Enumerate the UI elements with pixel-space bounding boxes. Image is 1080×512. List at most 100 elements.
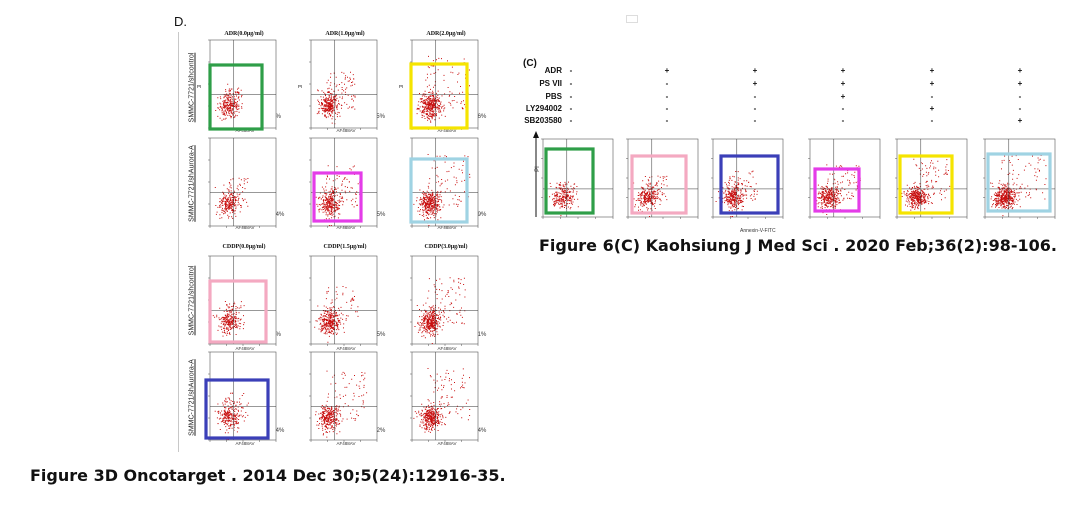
x-axis-label: AF488AV (336, 225, 356, 230)
scatter-dots (814, 164, 861, 215)
x-axis-label: AF488AV (235, 225, 255, 230)
scatter-dots (633, 175, 668, 217)
highlight-box (409, 157, 469, 224)
plot-frame (310, 137, 378, 227)
figure-caption-d: Figure 3D Oncotarget . 2014 Dec 30;5(24)… (30, 466, 506, 485)
x-axis-label: AF488AV (437, 346, 457, 351)
treatment-sign: + (929, 104, 935, 113)
scatter-plot (410, 351, 479, 442)
column-title: CDDP(1.5μg/ml) (323, 244, 367, 250)
x-axis-label: AF488AV (437, 128, 457, 133)
scatter-plot (309, 351, 378, 442)
figure-caption-c: Figure 6(C) Kaohsiung J Med Sci . 2020 F… (539, 236, 1057, 255)
treatment-sign: - (569, 116, 573, 125)
highlight-box (719, 154, 780, 215)
scatter-plot (208, 39, 277, 130)
treatment-sign: - (841, 116, 845, 125)
x-axis-label: AF488AV (235, 346, 255, 351)
panel-d-letter: D. (174, 14, 187, 29)
scatter-plot (309, 137, 378, 228)
highlight-box (208, 63, 264, 131)
x-axis-label: AF488AV (336, 441, 356, 446)
treatment-sign: + (929, 66, 935, 75)
treatment-sign: + (1017, 66, 1023, 75)
x-axis-label: AF488AV (437, 441, 457, 446)
treatment-sign: + (929, 79, 935, 88)
treatment-sign: + (840, 66, 846, 75)
column-title: ADR(2.0μg/ml) (426, 31, 466, 37)
treatment-sign: - (665, 104, 669, 113)
treatment-sign: + (752, 66, 758, 75)
highlight-box (312, 171, 363, 223)
scatter-dots (546, 181, 579, 217)
x-axis-label: AF488AV (235, 441, 255, 446)
panel-c-letter: (C) (523, 58, 537, 69)
treatment-sign: + (752, 79, 758, 88)
column-title: CDDP(3.0μg/ml) (424, 244, 468, 250)
plot-frame (712, 138, 784, 218)
scatter-plot (808, 138, 881, 219)
treatment-sign: + (1017, 79, 1023, 88)
treatment-sign: + (840, 79, 846, 88)
column-title: ADR(1.0μg/ml) (325, 31, 365, 37)
column-title: ADR(0.0μg/ml) (224, 31, 264, 37)
scatter-plot (208, 137, 277, 228)
treatment-name: PS VII (539, 79, 562, 88)
treatment-name: ADR (544, 66, 562, 75)
highlight-box (204, 378, 270, 440)
treatment-sign: - (569, 92, 573, 101)
y-axis-arrowhead (533, 131, 539, 138)
treatment-sign: - (841, 104, 845, 113)
x-axis-label: AF488AV (437, 225, 457, 230)
plot-frame (542, 138, 614, 218)
treatment-name: SB203580 (524, 116, 562, 125)
scatter-dots (212, 301, 245, 337)
treatment-sign: - (753, 104, 757, 113)
treatment-sign: - (569, 79, 573, 88)
scatter-dots (413, 368, 471, 433)
treatment-sign: - (665, 92, 669, 101)
treatment-sign: - (1018, 104, 1022, 113)
plot-frame (984, 138, 1056, 218)
treatment-sign: - (1018, 92, 1022, 101)
highlight-box (544, 147, 595, 215)
scatter-plot (895, 138, 968, 219)
scatter-plot (983, 138, 1056, 219)
y-axis-label: PI (399, 84, 404, 89)
treatment-sign: + (1017, 116, 1023, 125)
plot-frame (209, 137, 277, 227)
scatter-plot (711, 138, 784, 219)
plot-frame (411, 255, 479, 345)
treatment-sign: - (569, 104, 573, 113)
treatment-sign: - (665, 116, 669, 125)
plot-frame (310, 255, 378, 345)
scatter-plot (208, 351, 277, 442)
treatment-sign: + (840, 92, 846, 101)
highlight-box (208, 279, 268, 344)
highlight-box (409, 62, 469, 130)
y-axis-label: PI (298, 84, 303, 89)
plot-frame (896, 138, 968, 218)
scatter-plot (309, 39, 378, 130)
plot-frame (310, 351, 378, 441)
scatter-dots (314, 286, 359, 343)
highlight-box (898, 154, 954, 215)
highlight-box (813, 167, 861, 213)
panel-d-border-line (178, 32, 179, 452)
scatter-dots (214, 177, 249, 219)
scatter-dots (315, 370, 368, 438)
treatment-sign: - (753, 116, 757, 125)
plot-frame (209, 39, 277, 129)
x-axis-label: AF488AV (336, 128, 356, 133)
scatter-dots (214, 392, 249, 440)
treatment-sign: - (569, 66, 573, 75)
plot-frame (809, 138, 881, 218)
scatter-dots (413, 154, 471, 226)
x-axis-label: AF488AV (336, 346, 356, 351)
treatment-sign: - (665, 79, 669, 88)
scatter-plot (410, 255, 479, 346)
treatment-sign: + (664, 66, 670, 75)
plot-frame (209, 351, 277, 441)
treatment-sign: - (930, 116, 934, 125)
